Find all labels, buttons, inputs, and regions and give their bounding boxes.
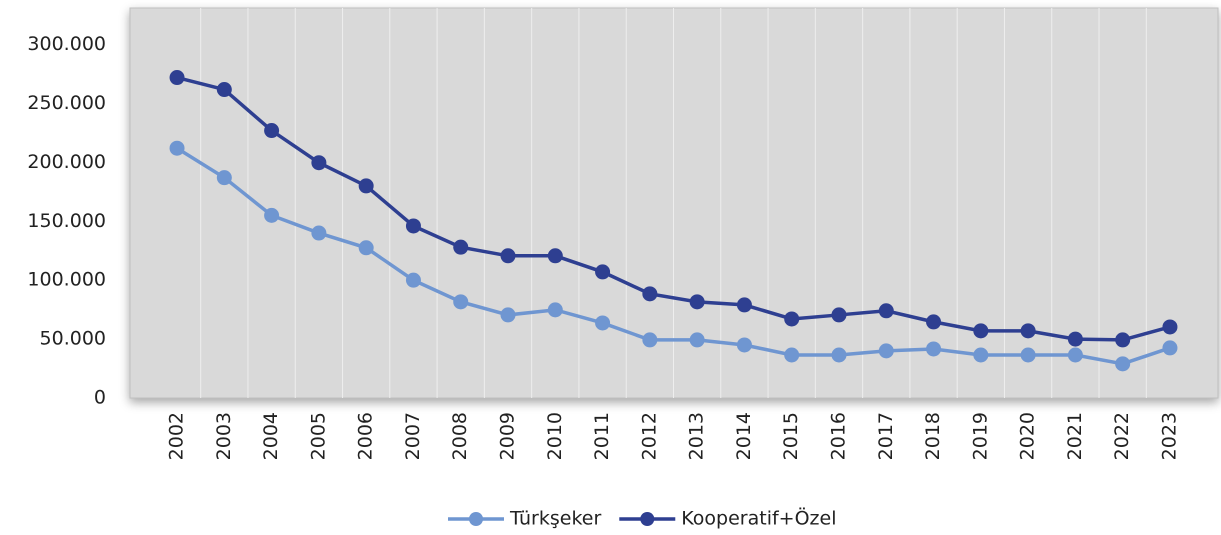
point bbox=[358, 240, 374, 256]
legend-marker bbox=[640, 512, 655, 526]
x-tick-label: 2008 bbox=[449, 412, 471, 460]
point bbox=[642, 286, 658, 302]
point bbox=[973, 323, 989, 339]
point bbox=[595, 315, 611, 331]
point bbox=[642, 332, 658, 348]
legend-marker bbox=[469, 512, 483, 526]
point bbox=[831, 347, 847, 363]
x-tick-label: 2013 bbox=[686, 412, 708, 460]
y-tick-label: 100.000 bbox=[27, 269, 106, 291]
x-tick-label: 2005 bbox=[307, 412, 329, 460]
x-tick-label: 2021 bbox=[1064, 412, 1086, 460]
x-tick-label: 2003 bbox=[213, 412, 235, 460]
x-tick-label: 2016 bbox=[827, 412, 849, 460]
point bbox=[500, 307, 516, 323]
point bbox=[1067, 331, 1083, 347]
point bbox=[689, 294, 705, 310]
x-tick-label: 2006 bbox=[355, 412, 377, 460]
point bbox=[169, 70, 185, 86]
point bbox=[784, 347, 800, 363]
point bbox=[547, 248, 563, 264]
point bbox=[736, 337, 752, 353]
point bbox=[358, 178, 374, 194]
point bbox=[689, 332, 705, 348]
series-line bbox=[176, 146, 1171, 366]
point bbox=[1115, 356, 1131, 372]
point bbox=[1115, 332, 1131, 348]
point bbox=[973, 347, 989, 363]
x-tick-label: 2014 bbox=[733, 412, 755, 460]
y-tick-label: 250.000 bbox=[27, 92, 106, 114]
x-tick-label: 2007 bbox=[402, 412, 424, 460]
point bbox=[264, 123, 280, 139]
x-tick-label: 2015 bbox=[780, 412, 802, 460]
point bbox=[453, 294, 469, 310]
point bbox=[878, 343, 894, 359]
x-tick-label: 2019 bbox=[969, 412, 991, 460]
x-tick-label: 2023 bbox=[1158, 412, 1180, 460]
x-tick-label: 2011 bbox=[591, 412, 613, 460]
x-tick-label: 2018 bbox=[922, 412, 944, 460]
x-tick-label: 2010 bbox=[544, 412, 566, 460]
point bbox=[405, 272, 421, 288]
point bbox=[264, 207, 280, 223]
y-tick-label: 50.000 bbox=[40, 328, 106, 350]
x-tick-label: 2004 bbox=[260, 412, 282, 460]
series-line bbox=[176, 75, 1171, 342]
y-tick-label: 0 bbox=[94, 387, 106, 409]
point bbox=[500, 248, 516, 264]
point bbox=[216, 170, 232, 186]
point bbox=[311, 225, 327, 241]
point bbox=[878, 303, 894, 319]
point bbox=[926, 341, 942, 357]
point bbox=[216, 82, 232, 98]
y-tick-label: 150.000 bbox=[27, 210, 106, 232]
x-tick-label: 2022 bbox=[1111, 412, 1133, 460]
x-tick-label: 2009 bbox=[497, 412, 519, 460]
point bbox=[736, 297, 752, 313]
x-tick-label: 2012 bbox=[638, 412, 660, 460]
y-tick-label: 300.000 bbox=[27, 33, 106, 55]
point bbox=[831, 307, 847, 323]
x-tick-label: 2020 bbox=[1017, 412, 1039, 460]
point bbox=[1020, 323, 1036, 339]
point bbox=[1162, 340, 1178, 356]
legend-label: Kooperatif+Özel bbox=[681, 507, 836, 530]
x-tick-label: 2017 bbox=[875, 412, 897, 460]
point bbox=[311, 155, 327, 171]
point bbox=[1162, 319, 1178, 335]
point bbox=[926, 314, 942, 330]
point bbox=[453, 239, 469, 255]
legend-label: Türkşeker bbox=[509, 508, 601, 530]
point bbox=[405, 218, 421, 234]
x-tick-label: 2002 bbox=[166, 412, 188, 460]
point bbox=[784, 311, 800, 327]
point bbox=[1020, 347, 1036, 363]
y-tick-label: 200.000 bbox=[27, 151, 106, 173]
point bbox=[595, 264, 611, 280]
point bbox=[169, 140, 185, 156]
point bbox=[1067, 347, 1083, 363]
point bbox=[547, 302, 563, 318]
